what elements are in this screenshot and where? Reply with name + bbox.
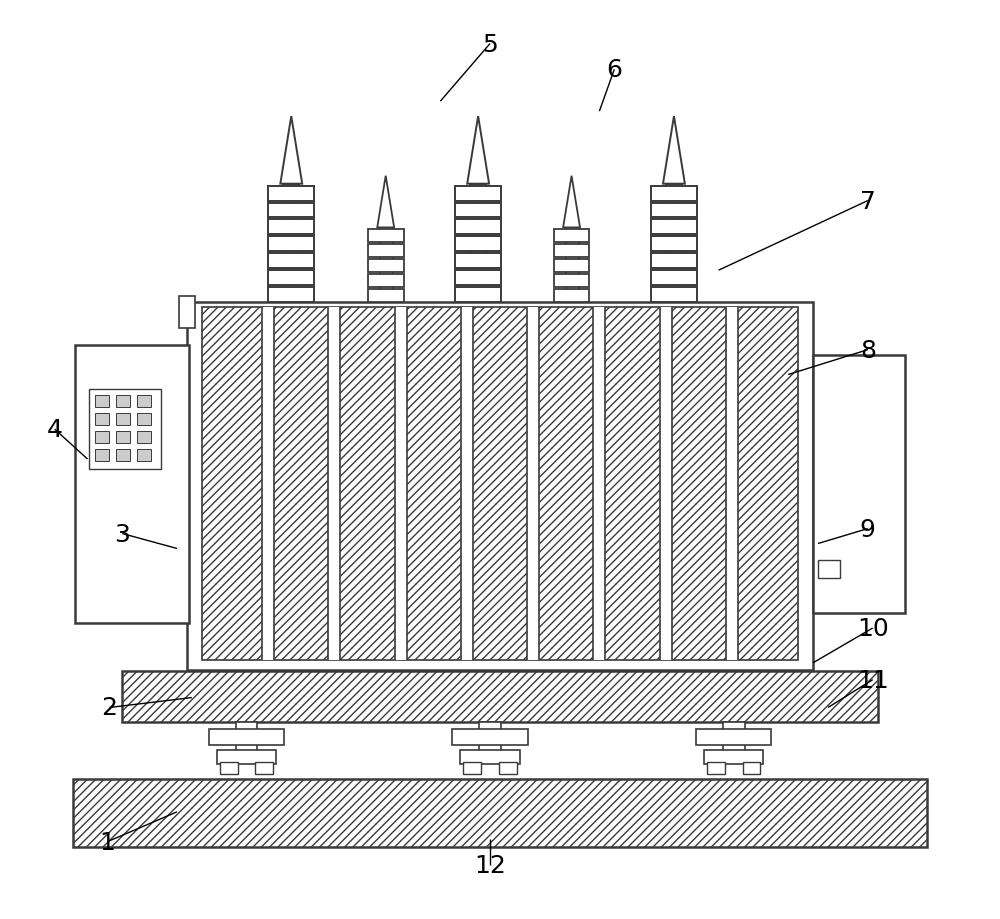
Bar: [593, 308, 605, 660]
Bar: [455, 187, 501, 201]
Bar: [696, 730, 771, 745]
Text: 1: 1: [99, 830, 115, 854]
Text: 10: 10: [857, 617, 889, 641]
Bar: [116, 449, 130, 461]
Bar: [95, 414, 109, 425]
Bar: [554, 245, 589, 258]
Bar: [651, 203, 697, 218]
Bar: [73, 779, 927, 846]
Text: 6: 6: [606, 58, 622, 83]
Bar: [368, 275, 404, 288]
Text: 7: 7: [860, 189, 876, 213]
Bar: [666, 185, 682, 302]
Bar: [660, 308, 672, 660]
Bar: [455, 237, 501, 252]
Bar: [704, 751, 763, 765]
Bar: [328, 308, 340, 660]
Bar: [470, 185, 486, 302]
Bar: [651, 237, 697, 252]
Bar: [268, 203, 314, 218]
Bar: [89, 390, 161, 470]
Bar: [116, 432, 130, 444]
Bar: [813, 356, 905, 613]
Text: 5: 5: [482, 32, 498, 56]
Bar: [268, 254, 314, 269]
Bar: [116, 414, 130, 425]
Bar: [707, 763, 725, 774]
Polygon shape: [377, 176, 394, 228]
Bar: [236, 722, 257, 763]
Bar: [726, 308, 738, 660]
Bar: [461, 308, 473, 660]
Bar: [455, 288, 501, 302]
Bar: [368, 245, 404, 258]
Bar: [499, 763, 517, 774]
Bar: [479, 722, 501, 763]
Bar: [268, 288, 314, 302]
Bar: [75, 346, 189, 623]
Bar: [651, 288, 697, 302]
Text: 4: 4: [47, 418, 63, 442]
Text: 8: 8: [860, 338, 876, 362]
Bar: [460, 751, 520, 765]
Bar: [137, 396, 151, 408]
Bar: [651, 254, 697, 269]
Bar: [452, 730, 528, 745]
Polygon shape: [280, 117, 302, 185]
Text: 3: 3: [114, 522, 130, 546]
Text: 12: 12: [474, 853, 506, 877]
Bar: [202, 308, 798, 660]
Bar: [137, 432, 151, 444]
Bar: [137, 449, 151, 461]
Bar: [651, 271, 697, 286]
Bar: [368, 230, 404, 243]
Bar: [818, 561, 840, 579]
Bar: [283, 185, 299, 302]
Bar: [95, 432, 109, 444]
Bar: [455, 271, 501, 286]
Polygon shape: [663, 117, 685, 185]
Bar: [187, 302, 813, 670]
Bar: [380, 228, 393, 302]
Bar: [179, 297, 195, 328]
Bar: [554, 275, 589, 288]
Bar: [554, 289, 589, 302]
Bar: [116, 396, 130, 408]
Bar: [554, 230, 589, 243]
Text: 9: 9: [860, 517, 876, 541]
Bar: [268, 221, 314, 235]
Bar: [122, 671, 878, 722]
Bar: [220, 763, 238, 774]
Bar: [455, 254, 501, 269]
Bar: [137, 414, 151, 425]
Bar: [95, 396, 109, 408]
Bar: [651, 221, 697, 235]
Bar: [566, 228, 579, 302]
Text: 11: 11: [857, 668, 889, 692]
Bar: [455, 203, 501, 218]
Bar: [527, 308, 539, 660]
Bar: [651, 187, 697, 201]
Bar: [268, 187, 314, 201]
Bar: [268, 237, 314, 252]
Bar: [554, 260, 589, 273]
Bar: [217, 751, 276, 765]
Bar: [743, 763, 760, 774]
Bar: [723, 722, 745, 763]
Text: 2: 2: [101, 696, 117, 720]
Bar: [268, 271, 314, 286]
Bar: [368, 289, 404, 302]
Bar: [455, 221, 501, 235]
Bar: [262, 308, 274, 660]
Bar: [463, 763, 481, 774]
Bar: [368, 260, 404, 273]
Bar: [395, 308, 407, 660]
Polygon shape: [467, 117, 489, 185]
Bar: [95, 449, 109, 461]
Bar: [209, 730, 284, 745]
Bar: [255, 763, 273, 774]
Polygon shape: [563, 176, 580, 228]
